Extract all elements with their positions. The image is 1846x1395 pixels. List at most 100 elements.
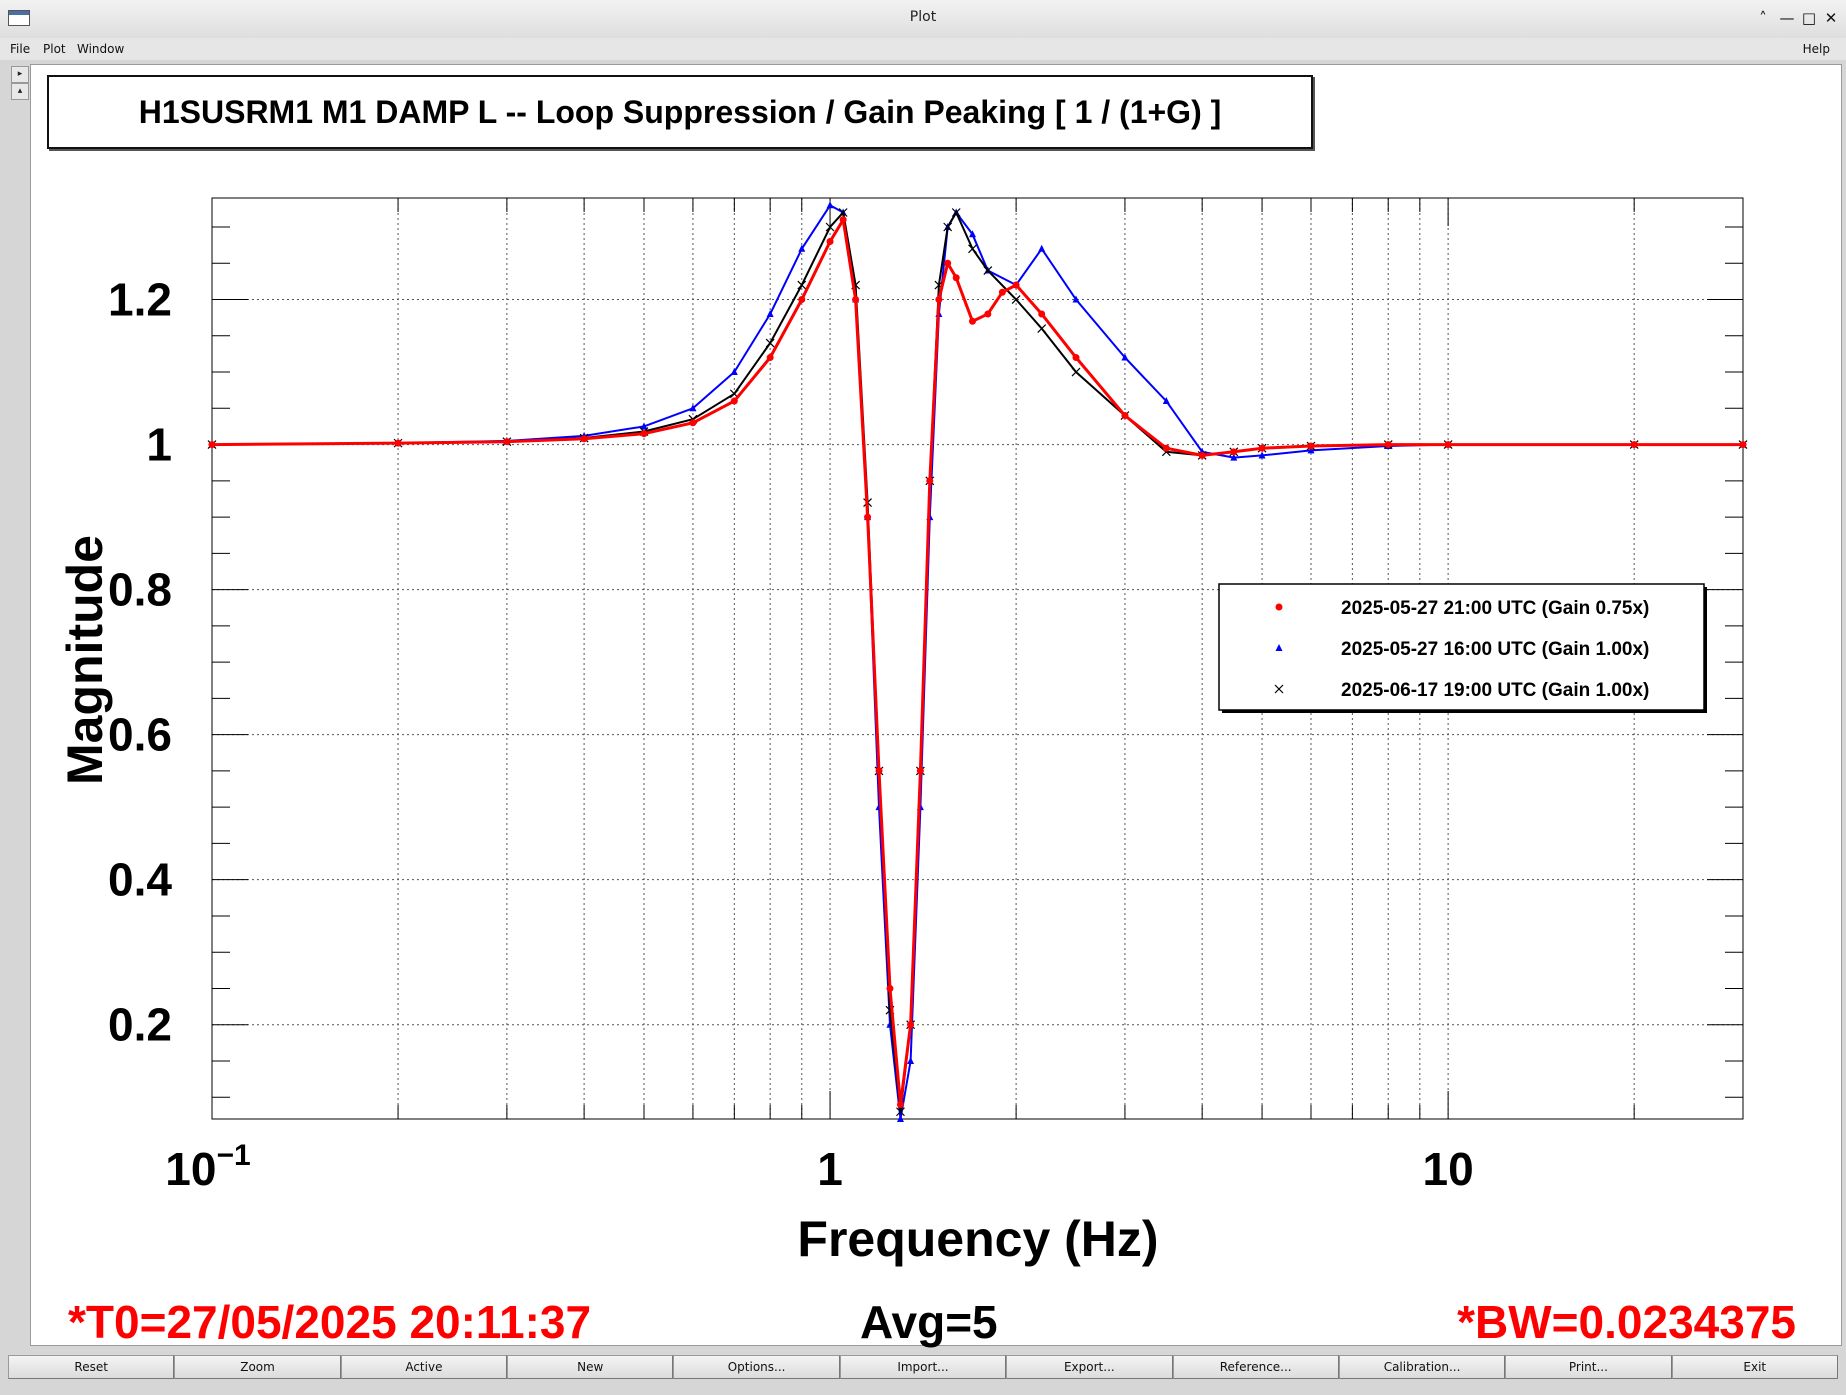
- button-reset[interactable]: Reset: [8, 1355, 175, 1379]
- button-reference[interactable]: Reference...: [1172, 1355, 1339, 1379]
- series-marker-1: [208, 441, 216, 449]
- button-export[interactable]: Export...: [1006, 1355, 1173, 1379]
- series-marker-2: [1230, 453, 1238, 461]
- maximize-window-icon[interactable]: □: [1801, 9, 1817, 27]
- series-marker-1: [689, 419, 697, 427]
- series-marker-3: [968, 244, 977, 254]
- close-window-icon[interactable]: ✕: [1824, 9, 1838, 27]
- legend-label-3: 2025-06-17 19:00 UTC (Gain 1.00x): [1341, 680, 1649, 701]
- button-new[interactable]: New: [507, 1355, 674, 1379]
- series-marker-1: [730, 397, 738, 405]
- y-tick-label: 0.6: [108, 709, 172, 761]
- series-marker-2: [640, 422, 648, 430]
- series-marker-1: [935, 296, 943, 304]
- series-marker-3: [765, 338, 775, 348]
- series-marker-1: [798, 296, 806, 304]
- series-marker-2: [968, 230, 976, 238]
- series-marker-1: [1630, 441, 1638, 449]
- legend-label-2: 2025-05-27 16:00 UTC (Gain 1.00x): [1341, 639, 1649, 660]
- legend-marker-1: [1275, 603, 1283, 611]
- series-marker-1: [826, 238, 834, 246]
- button-zoom[interactable]: Zoom: [174, 1355, 341, 1379]
- y-tick-label: 0.8: [108, 564, 172, 616]
- series-marker-1: [852, 296, 860, 304]
- button-bar: Reset Zoom Active New Options... Import... Exp…: [8, 1355, 1838, 1379]
- legend-marker-3: [1274, 684, 1284, 694]
- series-marker-1: [968, 317, 976, 325]
- footer-bw: *BW=0.0234375: [1457, 1296, 1796, 1348]
- series-line-1: [211, 215, 1743, 1105]
- legend-box: [1218, 583, 1705, 711]
- plot-frame: [211, 197, 1744, 1120]
- series-marker-1: [1072, 354, 1080, 362]
- series-marker-1: [766, 354, 774, 362]
- minimize-window-icon[interactable]: —: [1779, 9, 1795, 27]
- series-marker-2: [826, 201, 834, 209]
- button-print[interactable]: Print...: [1505, 1355, 1672, 1379]
- menu-help[interactable]: Help: [1802, 42, 1830, 56]
- series-marker-2: [730, 368, 738, 376]
- app-window-icon: [8, 10, 30, 26]
- series-marker-1: [907, 1021, 915, 1029]
- series-marker-1: [984, 310, 992, 318]
- series-marker-1: [1162, 444, 1170, 452]
- series-marker-1: [875, 767, 883, 775]
- y-tick-label: 1.2: [108, 274, 172, 326]
- series-marker-1: [1012, 281, 1020, 289]
- menu-file[interactable]: File: [10, 42, 31, 56]
- series-marker-1: [1384, 441, 1392, 449]
- y-axis-label: Magnitude: [57, 535, 113, 785]
- series-marker-2: [766, 310, 774, 318]
- legend-marker-2: [1275, 644, 1283, 651]
- series-marker-3: [983, 266, 993, 275]
- scroll-right-icon[interactable]: ▸: [11, 66, 29, 83]
- series-marker-1: [916, 767, 924, 775]
- series-marker-1: [998, 288, 1006, 296]
- series-marker-1: [1307, 442, 1315, 450]
- series-marker-1: [896, 1100, 904, 1108]
- button-import[interactable]: Import...: [839, 1355, 1007, 1379]
- menu-plot[interactable]: Plot: [43, 42, 66, 56]
- series-marker-1: [886, 984, 894, 992]
- y-tick-label: 0.2: [108, 999, 172, 1051]
- series-marker-2: [1307, 446, 1315, 454]
- button-active[interactable]: Active: [340, 1355, 508, 1379]
- series-marker-2: [798, 244, 806, 252]
- menubar: File Plot Window Help: [0, 38, 1846, 60]
- x-tick-label: 10−1: [165, 1139, 250, 1195]
- legend-label-1: 2025-05-27 21:00 UTC (Gain 0.75x): [1341, 598, 1649, 619]
- x-tick-label: 1: [817, 1143, 843, 1195]
- button-exit[interactable]: Exit: [1671, 1355, 1838, 1379]
- menu-window[interactable]: Window: [77, 42, 125, 56]
- series-marker-2: [1072, 295, 1080, 303]
- series-marker-1: [1038, 310, 1046, 318]
- series-marker-1: [1739, 441, 1747, 449]
- series-marker-2: [1162, 397, 1170, 405]
- series-marker-3: [1011, 295, 1021, 304]
- series-marker-2: [907, 1056, 915, 1064]
- button-calibration[interactable]: Calibration...: [1338, 1355, 1506, 1379]
- series-marker-2: [689, 404, 697, 412]
- x-axis-label: Frequency (Hz): [797, 1211, 1158, 1267]
- footer-t0: *T0=27/05/2025 20:11:37: [68, 1296, 592, 1348]
- series-marker-1: [839, 216, 847, 224]
- series-marker-1: [640, 430, 648, 438]
- series-marker-2: [1258, 451, 1266, 459]
- series-marker-3: [1037, 324, 1047, 333]
- series-marker-1: [952, 274, 960, 282]
- scroll-up-icon[interactable]: ▴: [11, 83, 29, 100]
- shade-window-icon[interactable]: ˄: [1759, 9, 1767, 27]
- series-marker-3: [1071, 367, 1081, 377]
- button-options[interactable]: Options...: [673, 1355, 840, 1379]
- series-marker-1: [394, 439, 402, 447]
- series-marker-1: [944, 259, 952, 267]
- series-marker-3: [943, 222, 953, 232]
- series-marker-3: [797, 280, 807, 290]
- y-tick-label: 1: [146, 419, 172, 471]
- series-marker-1: [1258, 444, 1266, 452]
- series-marker-3: [896, 1107, 905, 1117]
- series-marker-3: [825, 222, 835, 232]
- series-marker-1: [1198, 451, 1206, 459]
- window-title: Plot: [909, 9, 937, 25]
